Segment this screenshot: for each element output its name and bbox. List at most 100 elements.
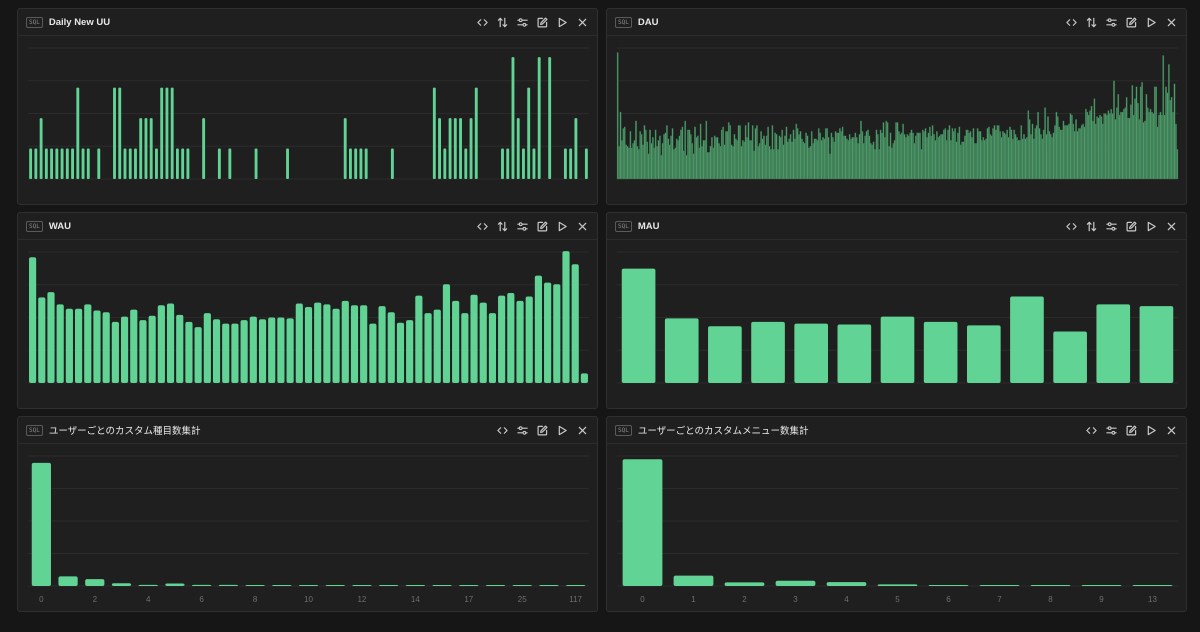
bar[interactable] <box>801 138 803 180</box>
bar[interactable] <box>877 584 918 587</box>
bar[interactable] <box>1065 125 1068 180</box>
bar[interactable] <box>625 144 628 180</box>
bar[interactable] <box>479 302 487 383</box>
bar[interactable] <box>258 319 267 383</box>
bar[interactable] <box>846 138 848 180</box>
bar[interactable] <box>810 131 813 180</box>
bar[interactable] <box>936 131 938 180</box>
bar[interactable] <box>507 293 515 383</box>
bar[interactable] <box>1139 306 1174 383</box>
bar[interactable] <box>102 312 110 383</box>
bar[interactable] <box>1168 64 1170 180</box>
bar[interactable] <box>951 128 954 180</box>
bar[interactable] <box>744 125 747 180</box>
bar[interactable] <box>566 585 586 586</box>
bar[interactable] <box>1075 119 1077 180</box>
bar[interactable] <box>1117 94 1120 180</box>
bar[interactable] <box>986 128 989 180</box>
bar[interactable] <box>452 300 460 383</box>
bar[interactable] <box>31 462 51 586</box>
bar[interactable] <box>75 308 83 383</box>
bar[interactable] <box>923 131 926 180</box>
bar[interactable] <box>1063 125 1066 180</box>
bar[interactable] <box>1048 131 1051 180</box>
close-button[interactable] <box>576 220 589 233</box>
bar[interactable] <box>753 150 755 180</box>
bar[interactable] <box>920 149 923 180</box>
bar[interactable] <box>723 144 726 180</box>
bar[interactable] <box>1085 108 1087 180</box>
bar[interactable] <box>1035 125 1038 180</box>
bar[interactable] <box>165 87 169 179</box>
bar[interactable] <box>785 126 788 180</box>
bar[interactable] <box>649 129 651 180</box>
bar[interactable] <box>304 307 313 383</box>
bar[interactable] <box>1079 128 1082 180</box>
bar[interactable] <box>170 87 174 179</box>
bar[interactable] <box>1024 138 1027 180</box>
bar[interactable] <box>1132 114 1135 180</box>
edit-button[interactable] <box>1125 16 1138 29</box>
bar[interactable] <box>770 149 772 180</box>
bar[interactable] <box>647 153 650 180</box>
bar[interactable] <box>60 148 64 179</box>
bar[interactable] <box>1021 138 1024 180</box>
bar[interactable] <box>1030 134 1032 180</box>
bar[interactable] <box>44 148 48 179</box>
bar[interactable] <box>1087 114 1090 180</box>
bar[interactable] <box>989 134 992 180</box>
bar[interactable] <box>249 316 257 383</box>
bar[interactable] <box>957 132 959 180</box>
sliders-button[interactable] <box>1105 424 1118 437</box>
bar[interactable] <box>844 135 847 180</box>
bar[interactable] <box>1130 104 1132 180</box>
bar[interactable] <box>720 129 723 180</box>
bar[interactable] <box>959 144 962 180</box>
bar[interactable] <box>756 125 758 180</box>
bar[interactable] <box>424 313 432 383</box>
bar[interactable] <box>277 317 285 384</box>
bar[interactable] <box>698 147 701 180</box>
bar[interactable] <box>705 120 708 180</box>
bar[interactable] <box>979 131 982 180</box>
bar[interactable] <box>1139 86 1142 180</box>
bar[interactable] <box>1092 120 1094 180</box>
bar[interactable] <box>1123 108 1125 180</box>
bar[interactable] <box>660 155 663 180</box>
edit-button[interactable] <box>536 16 549 29</box>
sliders-button[interactable] <box>516 16 529 29</box>
bar[interactable] <box>973 143 976 180</box>
bar[interactable] <box>1135 86 1138 180</box>
bar[interactable] <box>1089 110 1091 180</box>
bar[interactable] <box>1159 111 1162 180</box>
bar[interactable] <box>1083 126 1086 180</box>
bar[interactable] <box>1031 123 1034 180</box>
bar[interactable] <box>544 282 552 383</box>
bar[interactable] <box>765 135 768 180</box>
bar[interactable] <box>966 129 969 180</box>
bar[interactable] <box>138 584 158 586</box>
bar[interactable] <box>799 131 802 180</box>
bar[interactable] <box>272 585 292 586</box>
bar[interactable] <box>254 148 258 179</box>
bar[interactable] <box>847 140 850 180</box>
bar[interactable] <box>1137 102 1139 180</box>
bar[interactable] <box>869 143 872 180</box>
bar[interactable] <box>1010 129 1013 180</box>
bar[interactable] <box>874 149 876 180</box>
bar[interactable] <box>948 125 951 180</box>
bar[interactable] <box>512 585 532 586</box>
bar[interactable] <box>498 295 506 383</box>
bar[interactable] <box>1059 129 1062 180</box>
bar[interactable] <box>867 129 869 180</box>
bar[interactable] <box>1041 138 1044 180</box>
bar[interactable] <box>729 125 732 180</box>
bar[interactable] <box>803 143 806 180</box>
bar[interactable] <box>892 143 895 180</box>
bar[interactable] <box>754 128 757 180</box>
bar[interactable] <box>29 257 37 383</box>
bar[interactable] <box>1047 116 1049 180</box>
bar[interactable] <box>900 132 903 180</box>
bar[interactable] <box>1107 110 1110 180</box>
sliders-button[interactable] <box>516 424 529 437</box>
